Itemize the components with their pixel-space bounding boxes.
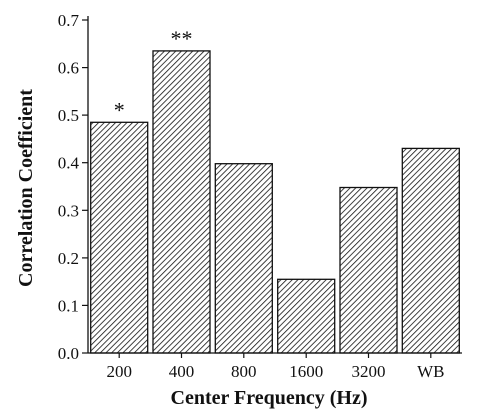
y-tick-label: 0.4 — [58, 154, 80, 173]
x-tick-label: 200 — [106, 362, 132, 381]
bar-3200 — [339, 186, 398, 354]
y-tick-label: 0.6 — [58, 59, 79, 78]
bar-200 — [90, 121, 149, 354]
y-tick-label: 0.5 — [58, 106, 79, 125]
x-tick-label: WB — [417, 362, 444, 381]
y-tick-label: 0.2 — [58, 249, 79, 268]
x-axis: 200 400 800 1600 3200 WB — [88, 352, 462, 381]
x-axis-title: Center Frequency (Hz) — [171, 387, 368, 409]
y-tick-label: 0.1 — [58, 296, 79, 315]
x-tick-label: 3200 — [352, 362, 386, 381]
bar-400 — [152, 50, 211, 354]
x-tick-label: 400 — [169, 362, 195, 381]
y-axis: 0.0 0.1 0.2 0.3 0.4 0.5 0.6 0.7 — [58, 11, 89, 363]
bars-group: *** — [90, 26, 460, 354]
significance-marker: ** — [171, 26, 193, 51]
y-tick-label: 0.7 — [58, 11, 80, 30]
y-axis-title: Correlation Coefficient — [15, 89, 37, 287]
bar-WB — [401, 147, 460, 354]
significance-marker: * — [114, 97, 125, 122]
y-tick-label: 0.0 — [58, 344, 79, 363]
x-tick-label: 800 — [231, 362, 257, 381]
x-tick-label: 1600 — [289, 362, 323, 381]
y-tick-label: 0.3 — [58, 201, 79, 220]
bar-1600 — [277, 278, 336, 354]
bar-800 — [214, 163, 273, 354]
